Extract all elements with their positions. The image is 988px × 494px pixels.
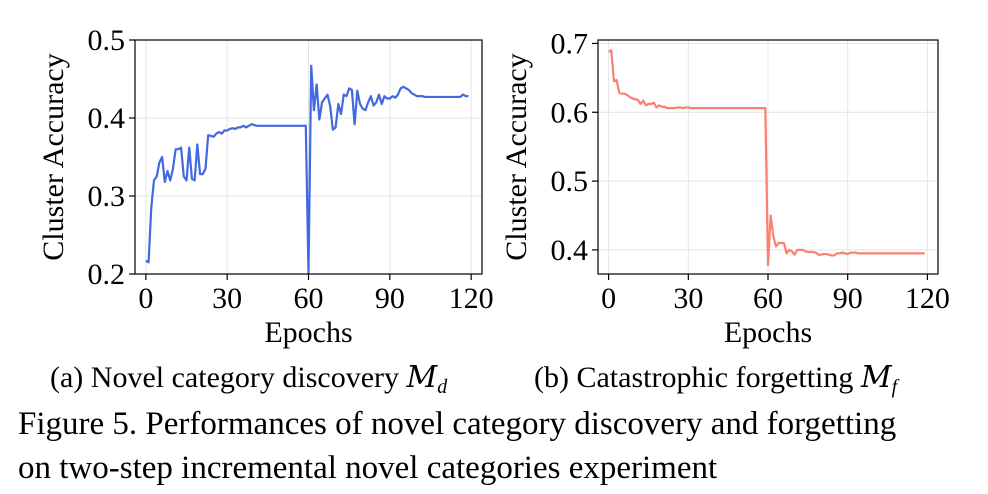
chart-panel-a: 0 30 60 90 120 0.2 0.3 0.4 0.5 Epochs Cluster Accu… (0, 0, 494, 355)
x-tick-label-b-0: 0 (601, 282, 616, 315)
figure-caption-line-1: Figure 5. Performances of novel category… (18, 406, 897, 442)
x-tick-label-b-4: 120 (905, 282, 950, 315)
figure-caption: Figure 5. Performances of novel category… (18, 402, 978, 490)
x-tick-label-a-3: 90 (375, 282, 405, 315)
subcaption-a: (a) Novel category discovery Md (50, 360, 447, 399)
chart-b-svg: 0 30 60 90 120 0.4 0.5 0.6 0.7 Epochs Cluster Accu… (500, 27, 950, 349)
subcaption-b-text: (b) Catastrophic forgetting (534, 361, 861, 394)
figure-caption-line-2: on two-step incremental novel categories… (18, 450, 718, 486)
y-axis-label-b: Cluster Accuracy (500, 53, 533, 260)
x-tick-label-b-3: 90 (833, 282, 863, 315)
x-tick-label-a-1: 30 (212, 282, 242, 315)
x-tick-label-a-2: 60 (294, 282, 324, 315)
subcaption-b: (b) Catastrophic forgetting Mf (534, 360, 897, 399)
x-tick-label-b-1: 30 (673, 282, 703, 315)
series-line-b (608, 49, 925, 267)
subcaption-b-math: M (860, 360, 892, 395)
x-tick-label-a-4: 120 (449, 282, 494, 315)
series-line-a (145, 64, 469, 274)
y-tick-label-a-3: 0.5 (88, 24, 126, 57)
x-axis-label-a: Epochs (264, 316, 352, 349)
chart-panel-b: 0 30 60 90 120 0.4 0.5 0.6 0.7 Epochs Cluster Accu… (494, 0, 988, 355)
y-tick-label-a-2: 0.4 (88, 102, 126, 135)
x-tick-label-b-2: 60 (753, 282, 783, 315)
y-tick-label-b-1: 0.5 (551, 165, 589, 198)
subcaption-a-math: M (406, 360, 438, 395)
subcaption-a-subscript: d (437, 376, 448, 398)
x-tick-label-a-0: 0 (138, 282, 153, 315)
y-tick-label-a-1: 0.3 (88, 180, 126, 213)
subcaption-b-subscript: f (891, 376, 898, 398)
chart-a-svg: 0 30 60 90 120 0.2 0.3 0.4 0.5 Epochs Cluster Accu… (37, 24, 494, 349)
y-tick-label-b-2: 0.6 (551, 96, 589, 129)
x-axis-label-b: Epochs (724, 316, 812, 349)
y-axis-label-a: Cluster Accuracy (37, 53, 70, 260)
subcaption-a-text: (a) Novel category discovery (50, 361, 407, 394)
y-tick-label-b-0: 0.4 (551, 234, 589, 267)
y-tick-label-a-0: 0.2 (88, 258, 126, 291)
y-tick-label-b-3: 0.7 (551, 27, 589, 60)
